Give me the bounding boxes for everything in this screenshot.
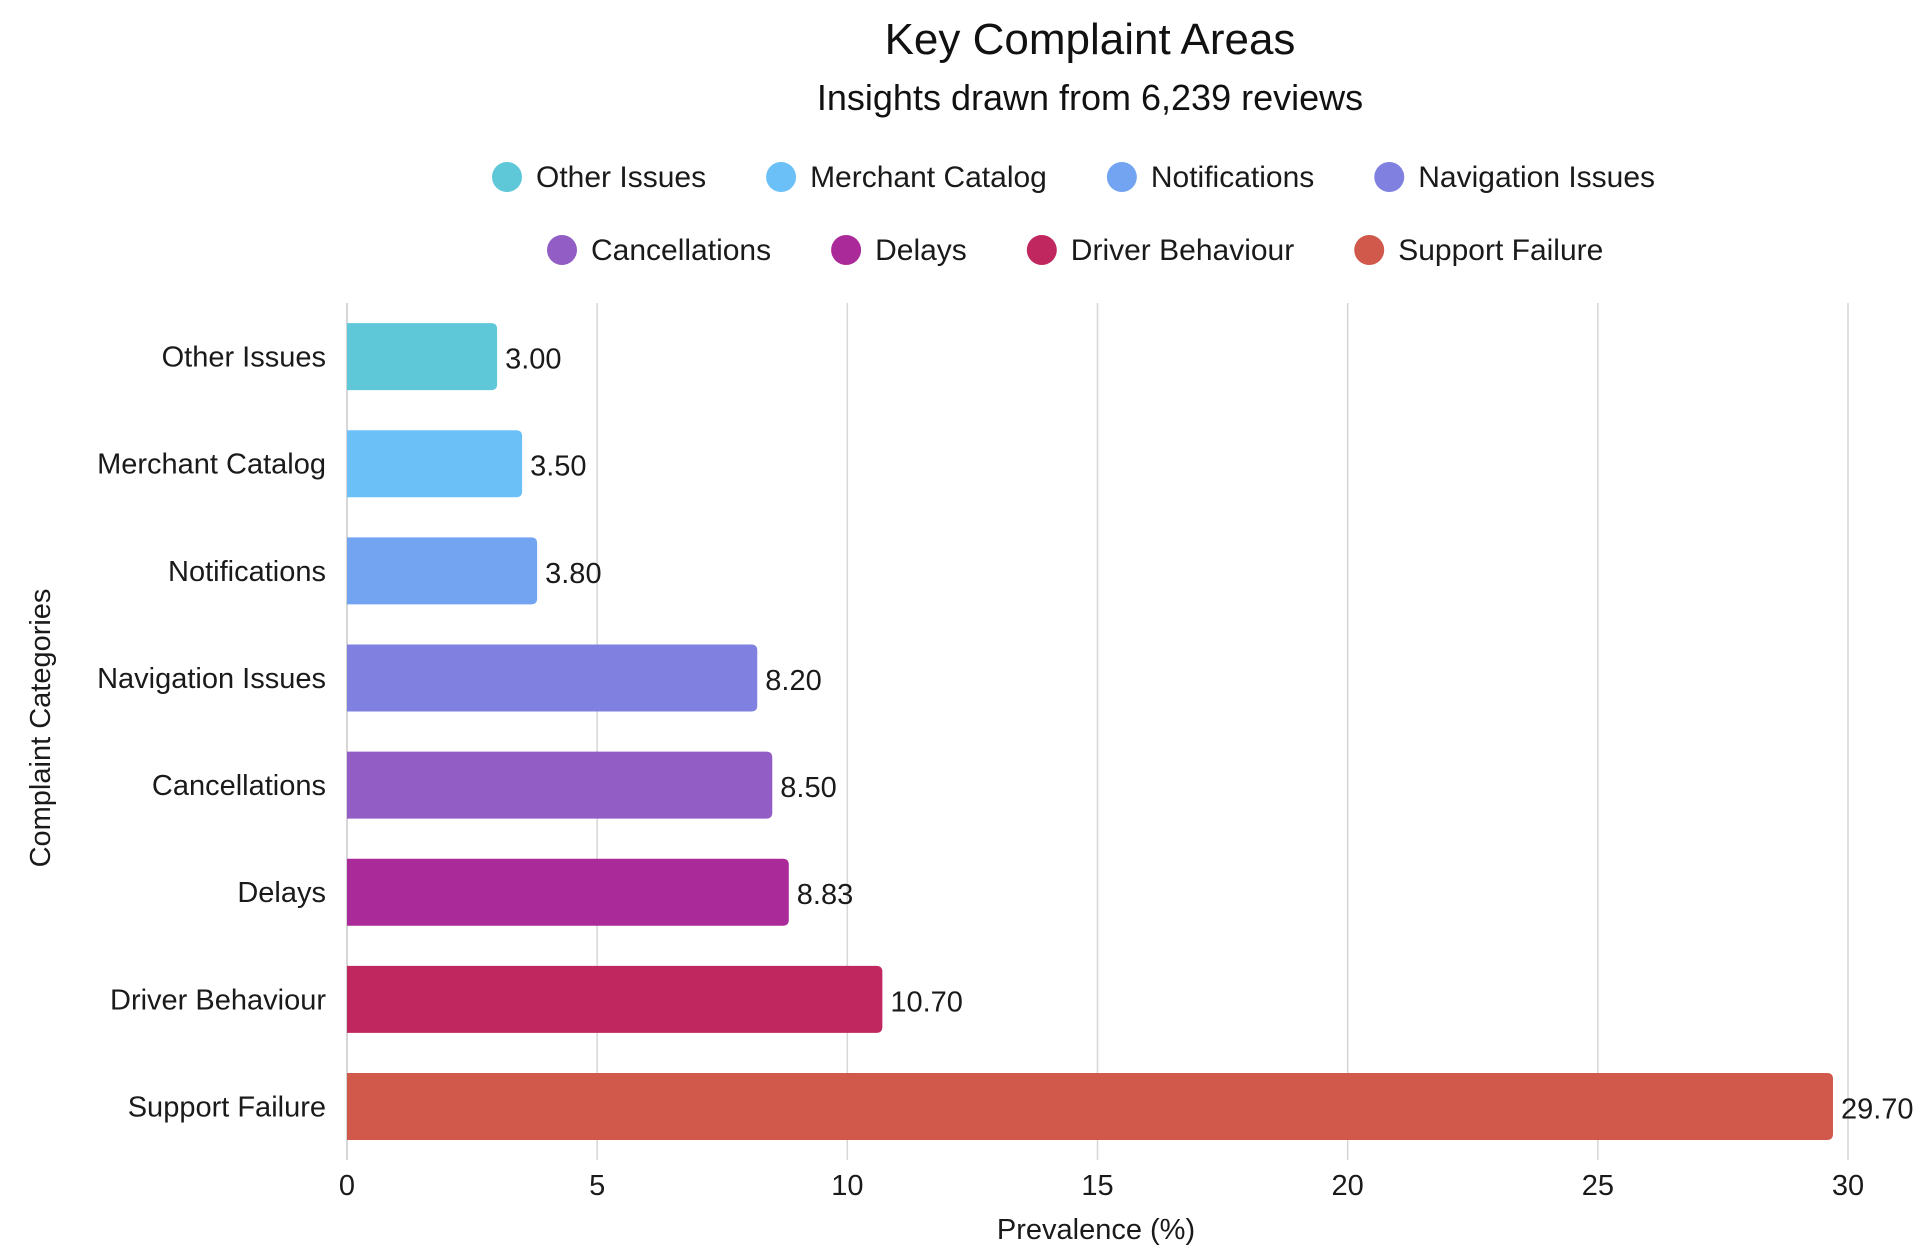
- bar-driver-behaviour: [347, 965, 883, 1033]
- gridlines: [346, 303, 1849, 1160]
- legend-swatch-driver-behaviour: [1026, 235, 1057, 265]
- value-label: 8.83: [797, 879, 853, 911]
- category-label: Other Issues: [162, 342, 326, 374]
- bars: [347, 323, 1833, 1140]
- legend-swatch-navigation-issues: [1374, 162, 1405, 192]
- legend-label: Delays: [875, 234, 967, 267]
- bar-other-issues: [347, 323, 498, 391]
- bar-delays: [347, 858, 789, 926]
- x-tick-label: 25: [1582, 1170, 1614, 1202]
- legend-swatch-delays: [831, 235, 862, 265]
- bar-notifications: [347, 537, 538, 605]
- legend-label: Support Failure: [1398, 234, 1603, 267]
- category-label: Driver Behaviour: [110, 984, 326, 1016]
- x-axis-title: Prevalence (%): [997, 1214, 1195, 1246]
- bar-merchant-catalog: [347, 430, 523, 498]
- category-label: Support Failure: [128, 1091, 326, 1123]
- category-label: Delays: [237, 877, 326, 909]
- value-label: 10.70: [890, 986, 963, 1018]
- x-tick-label: 20: [1332, 1170, 1364, 1202]
- legend-swatch-notifications: [1106, 162, 1137, 192]
- legend-label: Notifications: [1151, 161, 1314, 194]
- legend-label: Cancellations: [591, 234, 771, 267]
- category-label: Navigation Issues: [97, 663, 326, 695]
- bar-navigation-issues: [347, 644, 758, 712]
- legend-swatch-other-issues: [492, 162, 522, 192]
- y-axis-title: Complaint Categories: [25, 589, 57, 868]
- legend: Other Issues Merchant Catalog Notification…: [492, 161, 1655, 267]
- x-tick-label: 5: [589, 1170, 605, 1202]
- x-tick-label: 15: [1081, 1170, 1113, 1202]
- category-label: Cancellations: [152, 770, 326, 802]
- legend-swatch-cancellations: [547, 235, 577, 265]
- bar-cancellations: [347, 751, 773, 819]
- x-tick-label: 0: [339, 1170, 355, 1202]
- legend-label: Merchant Catalog: [810, 161, 1047, 194]
- category-label: Notifications: [168, 556, 326, 588]
- value-label: 3.00: [505, 344, 561, 376]
- x-tick-label: 10: [831, 1170, 863, 1202]
- legend-label: Navigation Issues: [1418, 161, 1655, 194]
- value-label: 29.70: [1841, 1093, 1914, 1125]
- x-tick-label: 30: [1832, 1170, 1864, 1202]
- legend-swatch-support-failure: [1354, 235, 1385, 265]
- value-label: 3.80: [545, 558, 601, 590]
- category-label: Merchant Catalog: [97, 449, 326, 481]
- chart-subtitle: Insights drawn from 6,239 reviews: [817, 77, 1363, 118]
- value-labels: 3.00 3.50 3.80 8.20 8.50 8.83 10.70 29.70: [505, 344, 1913, 1126]
- chart-title: Key Complaint Areas: [885, 15, 1296, 64]
- value-label: 8.20: [765, 665, 821, 697]
- legend-label: Other Issues: [536, 161, 706, 194]
- x-tick-labels: 0 5 10 15 20 25 30: [339, 1170, 1864, 1202]
- bar-support-failure: [347, 1072, 1833, 1140]
- legend-label: Driver Behaviour: [1071, 234, 1294, 267]
- category-labels: Other Issues Merchant Catalog Notification…: [97, 342, 326, 1124]
- value-label: 3.50: [530, 451, 586, 483]
- legend-swatch-merchant-catalog: [766, 162, 797, 192]
- value-label: 8.50: [780, 772, 836, 804]
